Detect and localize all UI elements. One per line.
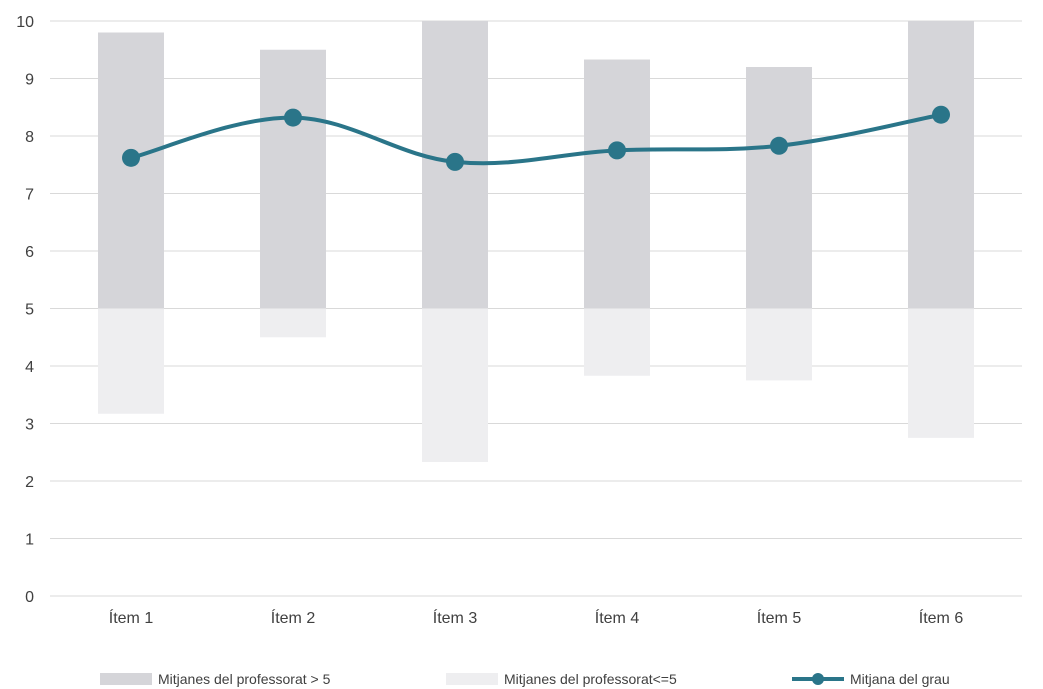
line-point-item-4 [608,141,626,160]
bar-series-1-item-3 [422,308,488,463]
bar-series-1-item-5 [746,308,812,381]
y-tick-label: 6 [25,244,34,261]
legend-swatch [100,673,152,685]
legend-swatch [446,673,498,685]
x-tick-label: Ítem 4 [595,608,640,627]
x-tick-label: Ítem 5 [757,608,802,627]
y-tick-label: 5 [25,302,34,319]
legend-label: Mitjanes del professorat > 5 [158,671,331,687]
bar-series-1-item-2 [260,308,326,338]
legend: Mitjanes del professorat > 5 Mitjanes del… [100,671,950,687]
y-tick-label: 8 [25,129,34,146]
y-tick-label: 0 [25,589,34,606]
bar-series-1-item-4 [584,308,650,376]
line-point-item-2 [284,108,302,127]
y-tick-label: 4 [25,359,34,376]
y-tick-label: 3 [25,417,34,434]
y-axis: 0 1 2 3 4 5 6 7 8 9 10 [16,14,34,606]
line-point-item-3 [446,152,464,171]
line-series [122,105,950,171]
y-tick-label: 10 [16,14,34,31]
x-tick-label: Ítem 3 [433,608,478,627]
legend-label: Mitjana del grau [850,671,950,687]
legend-swatch-marker [812,673,824,685]
bar-series-0-item-1 [98,32,164,309]
y-tick-label: 1 [25,532,34,549]
x-axis: Ítem 1 Ítem 2 Ítem 3 Ítem 4 Ítem 5 Ítem 6 [109,608,964,627]
bar-series-0-item-4 [584,59,650,309]
y-tick-label: 2 [25,474,34,491]
x-tick-label: Ítem 6 [919,608,964,627]
line-point-item-6 [932,105,950,124]
x-tick-label: Ítem 1 [109,608,154,627]
bar-series-1-item-6 [908,308,974,438]
x-tick-label: Ítem 2 [271,608,316,627]
y-tick-label: 7 [25,187,34,204]
bars [98,21,974,463]
bar-series-0-item-5 [746,67,812,309]
line-point-item-5 [770,136,788,155]
bar-series-0-item-2 [260,49,326,309]
line-path [129,112,943,166]
line-point-item-1 [122,148,140,167]
gridlines [50,20,1022,597]
bar-series-1-item-1 [98,308,164,414]
bar-series-0-item-6 [908,21,974,309]
legend-label: Mitjanes del professorat<=5 [504,671,677,687]
y-tick-label: 9 [25,72,34,89]
